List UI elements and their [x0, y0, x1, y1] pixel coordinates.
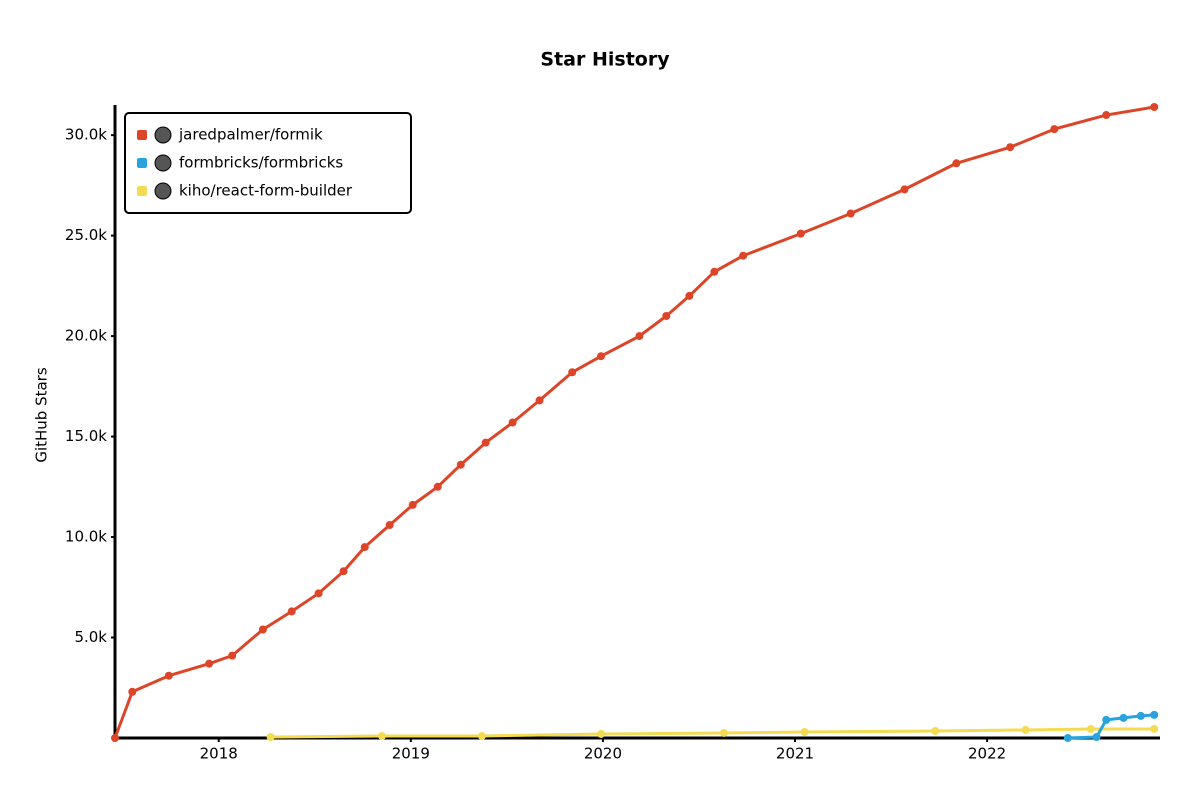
data-point: [1102, 715, 1111, 724]
y-tick-label: 10.0k: [65, 528, 107, 546]
x-tick-label: 2021: [776, 745, 814, 763]
data-point: [128, 687, 137, 696]
data-point: [1119, 713, 1128, 722]
data-point: [508, 418, 517, 427]
data-point: [1150, 710, 1159, 719]
legend-label: formbricks/formbricks: [179, 154, 343, 172]
data-point: [1021, 725, 1030, 734]
legend-box: [124, 112, 412, 214]
y-tick-label: 15.0k: [65, 427, 107, 445]
data-point: [1050, 125, 1059, 134]
data-point: [739, 251, 748, 260]
data-point: [719, 728, 728, 737]
data-point: [314, 589, 323, 598]
legend-label: kiho/react-form-builder: [179, 182, 353, 200]
data-point: [597, 729, 606, 738]
legend-avatar: [154, 154, 172, 172]
data-point: [258, 625, 267, 634]
legend-label: jaredpalmer/formik: [178, 126, 323, 144]
data-point: [433, 482, 442, 491]
legend-avatar: [154, 126, 172, 144]
data-point: [481, 438, 490, 447]
data-point: [952, 159, 961, 168]
data-point: [685, 291, 694, 300]
data-point: [900, 185, 909, 194]
series-line: [113, 105, 1155, 739]
data-point: [287, 607, 296, 616]
data-point: [360, 543, 369, 552]
data-point: [456, 460, 465, 469]
x-tick-label: 2022: [968, 745, 1006, 763]
data-point: [1150, 724, 1159, 733]
data-point: [931, 726, 940, 735]
data-point: [205, 659, 214, 668]
x-tick-label: 2018: [200, 745, 238, 763]
data-point: [1006, 143, 1015, 152]
data-point: [1102, 111, 1111, 120]
data-point: [796, 229, 805, 238]
series-line: [270, 727, 1155, 739]
legend: jaredpalmer/formik formbricks/formbricks k…: [124, 112, 412, 214]
legend-swatch: [137, 130, 147, 140]
data-point: [164, 671, 173, 680]
data-point: [568, 368, 577, 377]
y-axis-label: GitHub Stars: [33, 367, 51, 463]
y-tick-label: 25.0k: [65, 226, 107, 244]
data-point: [800, 727, 809, 736]
data-point: [635, 332, 644, 341]
data-point: [385, 520, 394, 529]
data-point: [535, 396, 544, 405]
data-point: [378, 731, 387, 740]
legend-swatch: [137, 186, 147, 196]
data-point: [477, 731, 486, 740]
data-point: [846, 209, 855, 218]
data-point: [1136, 711, 1145, 720]
legend-swatch: [137, 158, 147, 168]
data-point: [597, 352, 606, 361]
data-point: [228, 651, 237, 660]
data-point: [111, 734, 119, 742]
data-point: [1150, 103, 1159, 112]
data-point: [408, 500, 417, 509]
y-tick-label: 5.0k: [74, 628, 107, 646]
data-point: [662, 312, 671, 320]
legend-avatar: [154, 182, 172, 200]
data-point: [1063, 734, 1072, 742]
data-point: [1086, 724, 1095, 733]
chart-title: Star History: [540, 49, 670, 71]
x-tick-label: 2019: [392, 745, 430, 763]
y-tick-label: 30.0k: [65, 126, 107, 144]
data-point: [710, 267, 719, 276]
data-point: [339, 567, 348, 576]
y-tick-label: 20.0k: [65, 327, 107, 345]
x-tick-label: 2020: [584, 745, 622, 763]
data-point: [266, 732, 275, 741]
data-point: [1092, 732, 1101, 741]
